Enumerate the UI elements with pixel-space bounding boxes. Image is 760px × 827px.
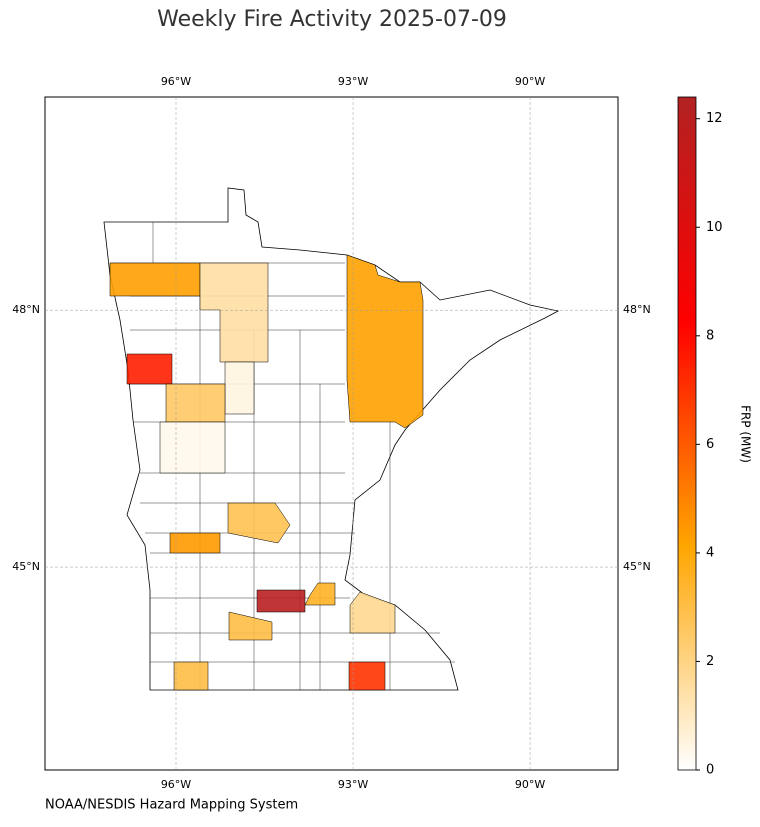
colorbar-tick-label: 6 (706, 437, 714, 452)
county-fire (348, 661, 386, 691)
colorbar (677, 96, 697, 771)
lon-label-top: 96°W (161, 75, 191, 88)
lat-label-left: 45°N (12, 560, 40, 573)
county-fire (126, 353, 173, 385)
colorbar-tick-label: 8 (706, 328, 714, 343)
county-fire (169, 532, 221, 554)
map-frame (44, 96, 619, 771)
county-fire (228, 611, 273, 641)
county-fire (256, 589, 306, 613)
lat-label-right: 48°N (623, 303, 651, 316)
county-fire (346, 254, 424, 429)
colorbar-tick-label: 0 (706, 763, 714, 778)
colorbar-tick-label: 2 (706, 654, 714, 669)
lon-label-bottom: 96°W (161, 778, 191, 791)
county-fire (224, 361, 255, 415)
lon-label-top: 90°W (515, 75, 545, 88)
lon-label-top: 93°W (338, 75, 368, 88)
colorbar-tick-label: 4 (706, 545, 714, 560)
county-fire (109, 262, 201, 297)
county-fire (165, 383, 226, 423)
lat-label-right: 45°N (623, 560, 651, 573)
colorbar-label: FRP (MW) (739, 405, 753, 463)
county-fire (349, 591, 396, 634)
county-fire (173, 661, 209, 691)
colorbar-tick-label: 10 (706, 220, 723, 235)
lon-label-bottom: 90°W (515, 778, 545, 791)
lon-label-bottom: 93°W (338, 778, 368, 791)
county-fire (304, 582, 336, 606)
county-fire (227, 502, 291, 544)
source: NOAA/NESDIS Hazard Mapping System (45, 798, 298, 813)
lat-label-left: 48°N (12, 303, 40, 316)
title: Weekly Fire Activity 2025-07-09 (157, 7, 507, 32)
colorbar-tick-label: 12 (706, 111, 723, 126)
county-fire (159, 421, 226, 474)
